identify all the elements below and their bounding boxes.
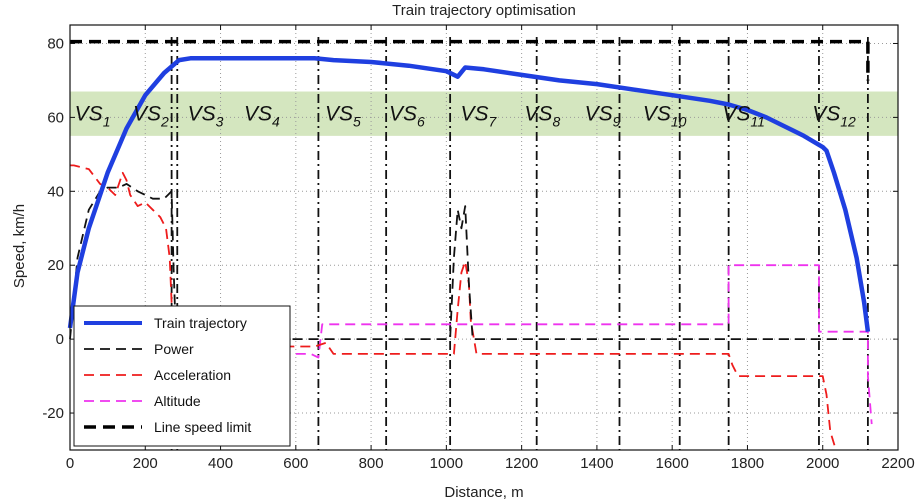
legend-label: Train trajectory (154, 315, 247, 331)
chart-title: Train trajectory optimisation (392, 2, 576, 19)
legend-label: Line speed limit (154, 419, 251, 435)
segment-label: VS3 (188, 103, 224, 130)
x-tick-label: 1600 (655, 455, 688, 472)
x-tick-label: 600 (283, 455, 308, 472)
series-power (69, 182, 872, 341)
plot-frame (69, 24, 899, 451)
segment-label: VS7 (460, 103, 497, 130)
y-tick-label: 40 (47, 183, 64, 200)
x-axis-label: Distance, m (444, 484, 523, 501)
y-tick-label: 20 (47, 257, 64, 274)
x-tick-label: 800 (359, 455, 384, 472)
segment-labels: VS1 VS2 VS3 VS4 VS5 VS6 VS7 VS8 VS9 VS10 VS11 VS12 (75, 103, 856, 130)
legend-label: Power (154, 341, 194, 357)
segment-label: VS6 (389, 103, 425, 130)
segment-label: VS4 (244, 103, 280, 130)
x-tick-label: 2000 (806, 455, 839, 472)
series-train-trajectory (67, 56, 871, 332)
x-tick-label: 1200 (505, 455, 538, 472)
x-tick-label: 0 (66, 455, 74, 472)
y-tick-label: -20 (42, 405, 64, 422)
segment-label: VS5 (325, 103, 361, 130)
x-tick-label: 400 (208, 455, 233, 472)
segment-label: VS1 (75, 103, 111, 130)
x-tick-label: 1800 (731, 455, 764, 472)
y-tick-label: 0 (56, 331, 64, 348)
y-axis-label: Speed, km/h (11, 204, 28, 288)
x-tick-label: 1000 (430, 455, 463, 472)
segment-label: VS8 (524, 103, 560, 130)
axes: 0 200 400 600 800 1000 1200 1400 1600 1800 2000 220… (42, 24, 915, 472)
segment-label: VS2 (133, 103, 169, 130)
legend-label: Acceleration (154, 367, 231, 383)
segment-label: VS11 (722, 103, 765, 130)
segment-label: VS10 (643, 103, 687, 130)
x-tick-label: 1400 (580, 455, 613, 472)
y-tick-label: 60 (47, 109, 64, 126)
x-tick-label: 200 (133, 455, 158, 472)
legend-box (73, 305, 291, 447)
segment-label: VS9 (585, 103, 621, 130)
series-line-speed-limit (70, 39, 870, 81)
y-tick-label: 80 (47, 35, 64, 52)
x-tick-label: 2200 (881, 455, 914, 472)
legend: Train trajectory Power Acceleration Altitud… (73, 305, 291, 447)
segment-label: VS12 (812, 103, 856, 130)
legend-label: Altitude (154, 393, 201, 409)
